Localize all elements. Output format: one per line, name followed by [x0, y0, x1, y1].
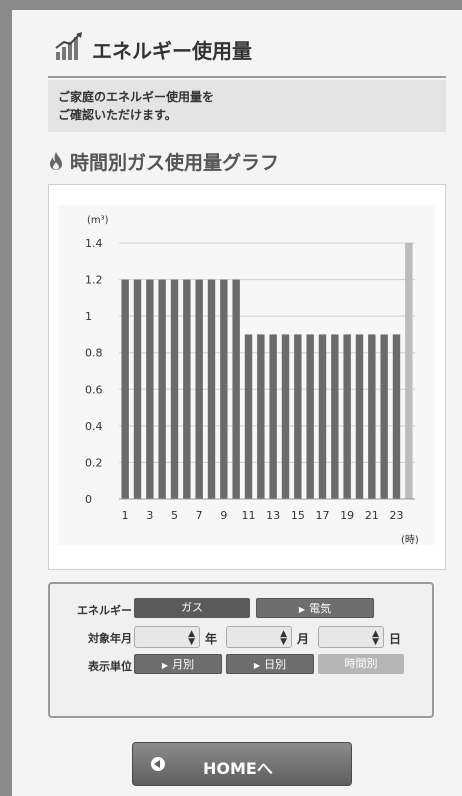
arrow-right-icon: ▶ [161, 661, 169, 670]
x-tick-label: 15 [291, 509, 305, 522]
home-button-label: HOMEへ [203, 759, 273, 778]
back-arrow-icon [151, 757, 165, 771]
daily-button-label: 日別 [264, 658, 287, 671]
bar [133, 279, 142, 499]
energy-row: エネルギー ガス ▶ 電気 [50, 598, 432, 620]
monthly-button[interactable]: ▶ 月別 [134, 654, 222, 674]
x-tick-label: 13 [266, 509, 280, 522]
header: エネルギー使用量 [12, 10, 462, 80]
bar [331, 334, 339, 499]
x-tick-label: 7 [196, 509, 203, 522]
gas-button[interactable]: ガス [134, 598, 250, 618]
electric-button-label: 電気 [309, 602, 332, 615]
bar [306, 334, 314, 499]
y-tick-label: 0.4 [85, 420, 103, 433]
display-unit-label: 表示単位 [88, 660, 132, 673]
flame-icon [50, 152, 62, 170]
updown-arrow-icon: ▲ ▼ [280, 629, 287, 647]
x-unit-label: (時) [401, 534, 419, 546]
year-select[interactable]: ▲ ▼ [134, 626, 200, 648]
x-tick-label: 21 [365, 509, 379, 522]
bar [392, 334, 401, 499]
bar [343, 334, 351, 499]
bar [405, 243, 413, 499]
arrow-right-icon: ▶ [298, 605, 306, 614]
y-unit-label: (m³) [87, 215, 109, 226]
x-tick-label: 9 [220, 509, 227, 522]
monthly-button-label: 月別 [172, 658, 195, 671]
gas-button-label: ガス [181, 601, 203, 614]
control-panel: エネルギー ガス ▶ 電気 対象年月 ▲ ▼ 年 ▲ ▼ 月 ▲ ▼ 日 表示単位 [48, 582, 434, 718]
x-tick-label: 5 [171, 509, 178, 522]
y-tick-label: 0.2 [85, 456, 103, 469]
month-select[interactable]: ▲ ▼ [226, 626, 292, 648]
day-select[interactable]: ▲ ▼ [318, 626, 384, 648]
bar [269, 334, 277, 499]
x-tick-label: 11 [242, 509, 256, 522]
date-label: 対象年月 [88, 632, 132, 645]
page-title: エネルギー使用量 [92, 39, 252, 63]
arrow-right-icon: ▶ [253, 661, 261, 670]
bar [281, 334, 290, 499]
y-tick-label: 0.6 [85, 383, 103, 396]
bar [195, 279, 203, 499]
bar [355, 334, 364, 499]
section-title: 時間別ガス使用量グラフ [70, 151, 280, 174]
daily-button[interactable]: ▶ 日別 [226, 654, 314, 674]
date-row: 対象年月 ▲ ▼ 年 ▲ ▼ 月 ▲ ▼ 日 [50, 626, 432, 648]
y-tick-label: 1.4 [85, 237, 103, 250]
bar [170, 279, 179, 499]
x-tick-label: 23 [390, 509, 404, 522]
bar [244, 334, 253, 499]
month-unit: 月 [297, 632, 310, 646]
updown-arrow-icon: ▲ ▼ [188, 629, 195, 647]
bar [121, 279, 129, 499]
bar [158, 279, 166, 499]
bar [318, 334, 327, 499]
electric-button[interactable]: ▶ 電気 [256, 598, 374, 618]
year-unit: 年 [205, 632, 218, 646]
bar [207, 279, 216, 499]
chart-svg: 00.20.40.60.811.21.4(m³)1 3 5 7 9 11 13 15 17 19 2… [59, 205, 435, 546]
energy-chart-icon [55, 32, 82, 60]
bar [220, 279, 228, 499]
bar [380, 334, 388, 499]
y-tick-label: 0 [85, 493, 92, 506]
y-tick-label: 0.8 [85, 347, 103, 360]
x-tick-label: 1 [122, 509, 129, 522]
display-unit-row: 表示単位 ▶ 月別 ▶ 日別 時間別 [50, 654, 432, 676]
x-tick-label: 3 [146, 509, 153, 522]
section-heading: 時間別ガス使用量グラフ [48, 146, 279, 176]
bar [257, 334, 265, 499]
energy-label: エネルギー [77, 604, 132, 617]
bar [183, 279, 191, 499]
bar [294, 334, 302, 499]
intro-line-2: ご確認いただけます。 [58, 108, 177, 122]
y-tick-label: 1 [85, 310, 92, 323]
home-button[interactable]: HOMEへ [132, 742, 352, 786]
page: エネルギー使用量 ご家庭のエネルギー使用量を ご確認いただけます。 時間別ガス使… [12, 10, 462, 796]
hourly-button[interactable]: 時間別 [318, 654, 404, 674]
y-tick-label: 1.2 [85, 274, 103, 287]
bar [232, 279, 240, 499]
bar [368, 334, 376, 499]
bar [146, 279, 154, 499]
updown-arrow-icon: ▲ ▼ [372, 629, 379, 647]
x-tick-label: 19 [340, 509, 354, 522]
header-divider [48, 76, 446, 78]
intro-line-1: ご家庭のエネルギー使用量を [58, 90, 215, 104]
intro-box: ご家庭のエネルギー使用量を ご確認いただけます。 [48, 80, 446, 132]
gas-usage-chart: 0 0.2 0.4 0.6 0.8 1 1.2 1.4 (m³) 1 3 5 7 9 11 13 15 17 19 2… [48, 184, 446, 570]
day-unit: 日 [389, 632, 402, 646]
hourly-button-label: 時間別 [344, 657, 378, 670]
x-tick-label: 17 [316, 509, 330, 522]
